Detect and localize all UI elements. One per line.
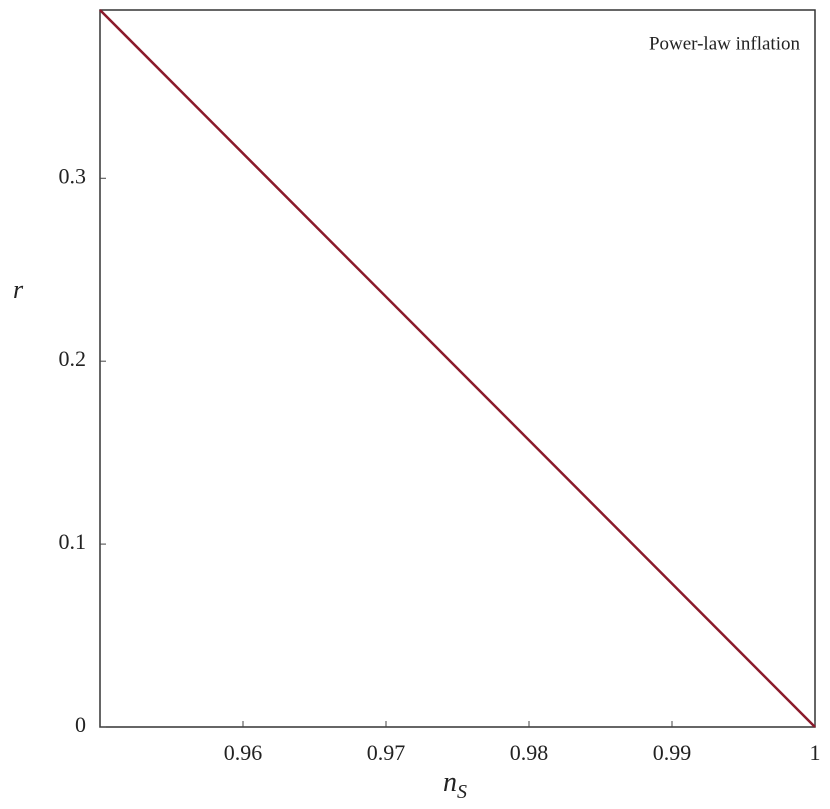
y-tick-label: 0 [75, 712, 86, 737]
x-tick-label: 0.98 [510, 740, 549, 765]
line [99, 9, 816, 728]
y-axis-label: r [13, 275, 24, 304]
x-tick-label: 0.96 [224, 740, 263, 765]
y-tick-label: 0.3 [59, 163, 87, 188]
x-tick-label: 0.99 [653, 740, 692, 765]
annotation: Power-law inflation [649, 33, 801, 54]
plot-frame [99, 9, 816, 728]
x-axis-label: nS [443, 767, 467, 802]
x-tick-label: 1 [810, 740, 821, 765]
x-axis-label-main: n [443, 767, 457, 798]
y-tick-label: 0.2 [59, 346, 87, 371]
x-axis-label-sub: S [457, 781, 467, 803]
x-tick-label: 0.97 [367, 740, 406, 765]
y-tick-label: 0.1 [59, 529, 87, 554]
